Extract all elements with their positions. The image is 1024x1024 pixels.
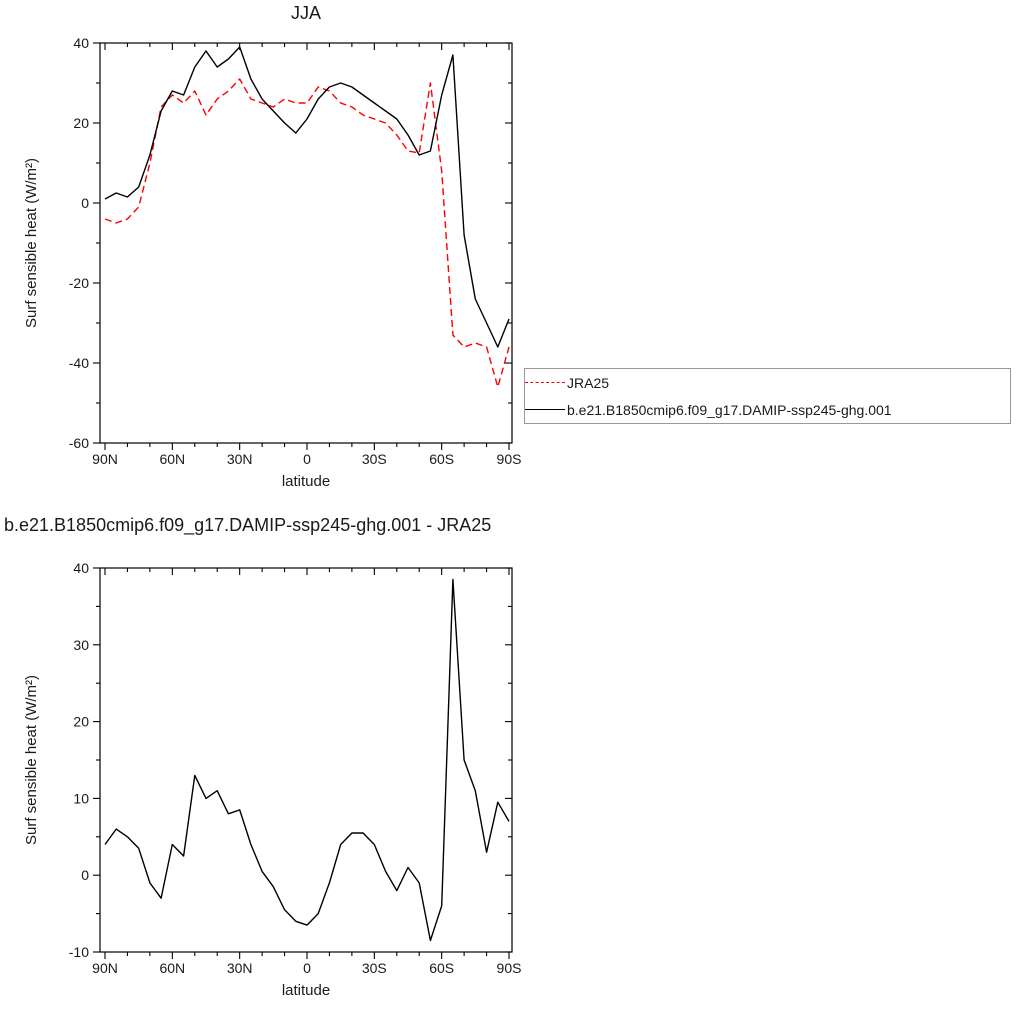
series-line-1 — [104, 46, 510, 348]
legend-label-jra25: JRA25 — [567, 374, 610, 391]
tick-label: -40 — [69, 355, 89, 371]
tick-label: 0 — [81, 195, 89, 211]
tick-label: 60S — [429, 451, 454, 467]
tick-label: 20 — [73, 115, 89, 131]
tick-label: 60N — [159, 960, 185, 976]
tick-label: 30S — [362, 451, 387, 467]
plot-frame — [99, 42, 513, 444]
tick-label: 30 — [73, 637, 89, 653]
series-line-0 — [104, 578, 510, 942]
axis-title: Surf sensible heat (W/m²) — [23, 675, 40, 845]
tick-label: 10 — [73, 790, 89, 806]
legend-item-jra25: JRA25 — [525, 369, 1010, 396]
tick-label: -60 — [69, 435, 89, 451]
tick-label: 40 — [73, 35, 89, 51]
tick-label: 90S — [497, 960, 522, 976]
solid-line-sample-icon — [525, 409, 565, 410]
tick-label: 30N — [227, 451, 253, 467]
tick-label: 60S — [429, 960, 454, 976]
tick-label: 60N — [159, 451, 185, 467]
series-line-0 — [104, 78, 510, 388]
tick-label: 0 — [303, 960, 311, 976]
tick-label: 0 — [81, 867, 89, 883]
dashed-line-sample-icon — [525, 382, 565, 383]
legend-label-model: b.e21.B1850cmip6.f09_g17.DAMIP-ssp245-gh… — [567, 401, 892, 418]
tick-label: 90N — [92, 960, 118, 976]
top-chart-title: JJA — [290, 3, 321, 23]
top-chart: 90N 60N 30N 0 30S 60S 90S 40 20 0 -20 -40 -60 latitud… — [23, 35, 522, 490]
tick-label: 20 — [73, 714, 89, 730]
tick-label: -10 — [69, 944, 89, 960]
tick-label: 0 — [303, 451, 311, 467]
axis-title: latitude — [282, 982, 330, 999]
tick-label: 30N — [227, 960, 253, 976]
tick-label: 90N — [92, 451, 118, 467]
bottom-chart-title: b.e21.B1850cmip6.f09_g17.DAMIP-ssp245-gh… — [4, 515, 492, 535]
axis-title: Surf sensible heat (W/m²) — [23, 158, 40, 328]
tick-label: 30S — [362, 960, 387, 976]
tick-label: -20 — [69, 275, 89, 291]
tick-label: 40 — [73, 560, 89, 576]
tick-label: 90S — [497, 451, 522, 467]
legend: JRA25 b.e21.B1850cmip6.f09_g17.DAMIP-ssp… — [524, 368, 1011, 424]
axis-title: latitude — [282, 473, 330, 490]
legend-item-model: b.e21.B1850cmip6.f09_g17.DAMIP-ssp245-gh… — [525, 396, 1010, 423]
bottom-chart: 90N 60N 30N 0 30S 60S 90S 40 30 20 10 0 -10 latitude S… — [23, 560, 522, 999]
